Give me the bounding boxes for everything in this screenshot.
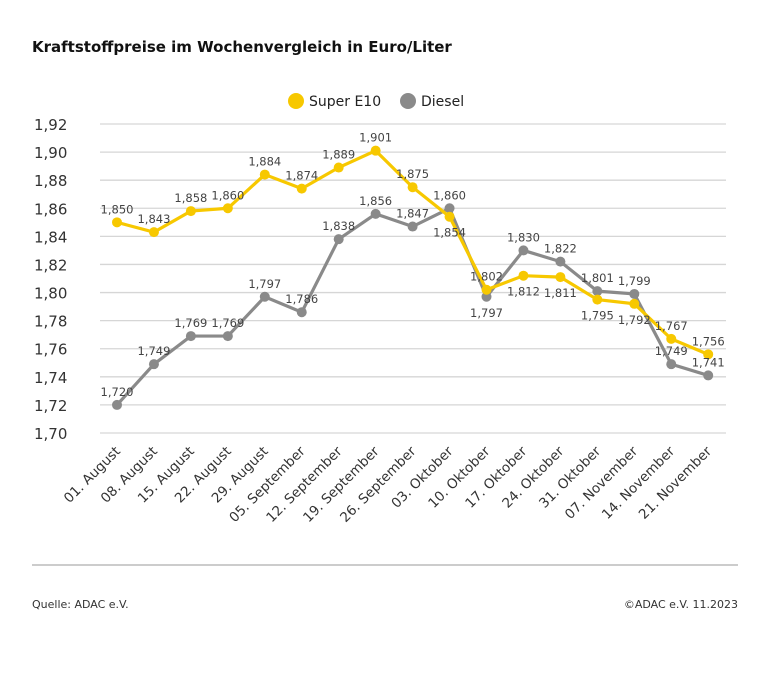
data-label: 1,874: [285, 169, 318, 183]
data-point: [370, 208, 381, 219]
y-tick-label: 1,74: [34, 369, 67, 387]
legend-label: Diesel: [421, 94, 464, 110]
data-point: [481, 284, 492, 295]
y-tick-label: 1,92: [34, 116, 67, 134]
data-label: 1,812: [507, 285, 540, 299]
data-label: 1,860: [433, 188, 466, 202]
data-label: 1,838: [322, 219, 355, 233]
data-point: [296, 183, 307, 194]
data-label: 1,822: [544, 242, 577, 256]
y-tick-label: 1,70: [34, 425, 67, 443]
data-point: [222, 203, 233, 214]
data-point: [407, 221, 418, 232]
data-label: 1,856: [359, 194, 392, 208]
data-label: 1,749: [655, 344, 688, 358]
legend-marker: [288, 93, 304, 109]
data-point: [518, 270, 529, 281]
data-point: [148, 227, 159, 238]
data-label: 1,860: [211, 188, 244, 202]
legend-label: Super E10: [309, 94, 381, 110]
data-label: 1,884: [248, 155, 281, 169]
data-label: 1,843: [137, 212, 170, 226]
copyright-note: ©ADAC e.V. 11.2023: [624, 598, 738, 611]
data-point: [185, 331, 196, 342]
data-point: [703, 349, 714, 360]
y-tick-label: 1,78: [34, 313, 67, 331]
y-tick-label: 1,86: [34, 200, 67, 218]
data-point: [666, 333, 677, 344]
data-label: 1,797: [248, 277, 281, 291]
data-point: [703, 370, 714, 381]
data-point: [629, 298, 640, 309]
y-tick-label: 1,84: [34, 228, 67, 246]
y-tick-label: 1,76: [34, 341, 67, 359]
legend: Super E10 Diesel: [288, 93, 464, 110]
data-point: [259, 291, 270, 302]
data-label: 1,749: [137, 344, 170, 358]
data-point: [444, 203, 455, 214]
data-label: 1,786: [285, 292, 318, 306]
data-point: [518, 245, 529, 256]
data-point: [444, 211, 455, 222]
data-point: [592, 294, 603, 305]
data-label: 1,830: [507, 230, 540, 244]
chart-title: Kraftstoffpreise im Wochenvergleich in E…: [32, 38, 452, 56]
data-point: [666, 359, 677, 370]
data-label: 1,769: [211, 316, 244, 330]
data-point: [407, 182, 418, 193]
data-label: 1,850: [101, 202, 134, 216]
data-label: 1,858: [174, 191, 207, 205]
data-point: [592, 286, 603, 297]
data-label: 1,795: [581, 309, 614, 323]
data-label: 1,802: [470, 270, 503, 284]
data-point: [222, 331, 233, 342]
data-point: [629, 288, 640, 299]
data-point: [555, 256, 566, 267]
source-note: Quelle: ADAC e.V.: [32, 598, 129, 611]
data-label: 1,811: [544, 286, 577, 300]
data-label: 1,756: [692, 334, 725, 348]
y-tick-label: 1,90: [34, 144, 67, 162]
series-line: [115, 206, 709, 406]
data-point: [185, 206, 196, 217]
y-tick-label: 1,80: [34, 285, 67, 303]
data-label: 1,901: [359, 131, 392, 145]
data-point: [259, 169, 270, 180]
data-label: 1,801: [581, 271, 614, 285]
data-point: [112, 217, 122, 228]
data-label: 1,889: [322, 148, 355, 162]
y-tick-label: 1,72: [34, 397, 67, 415]
y-tick-label: 1,88: [34, 172, 67, 190]
data-point: [370, 145, 381, 156]
data-label: 1,875: [396, 167, 429, 181]
data-label: 1,767: [655, 319, 688, 333]
data-point: [148, 359, 159, 370]
legend-marker: [400, 93, 416, 109]
data-label: 1,847: [396, 207, 429, 221]
data-point: [333, 234, 344, 245]
data-label: 1,797: [470, 306, 503, 320]
data-label: 1,799: [618, 274, 651, 288]
y-tick-label: 1,82: [34, 256, 67, 274]
data-label: 1,720: [101, 385, 134, 399]
data-label: 1,792: [618, 313, 651, 327]
data-label: 1,769: [174, 316, 207, 330]
data-point: [333, 162, 344, 173]
data-point: [555, 272, 566, 283]
data-point: [112, 399, 122, 410]
data-point: [481, 291, 492, 302]
data-label: 1,741: [692, 355, 725, 369]
data-point: [296, 307, 307, 318]
data-label: 1,854: [433, 226, 466, 240]
